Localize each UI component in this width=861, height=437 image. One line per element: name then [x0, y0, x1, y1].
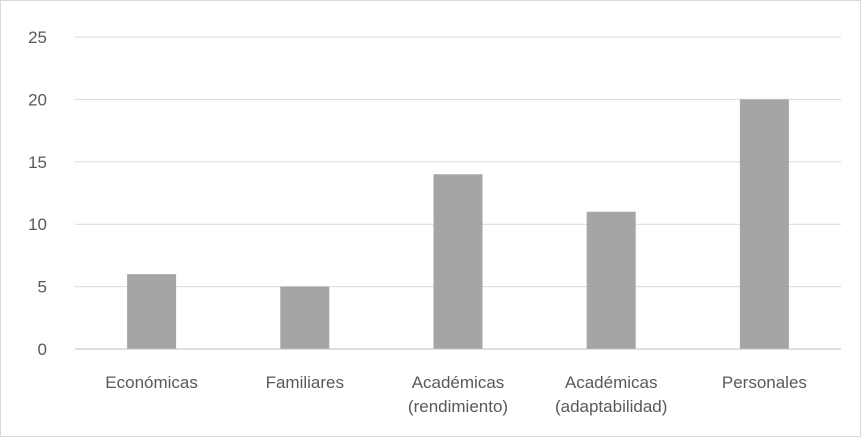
x-axis-category-labels: Económicas Familiares Académicas (rendimien… [105, 373, 807, 416]
bar-4 [739, 99, 789, 350]
x-category-label: Académicas (adaptabilidad) [555, 373, 667, 416]
x-category-label-line: Económicas [105, 373, 198, 392]
bars [127, 99, 789, 350]
x-category-label-line: Académicas [565, 373, 658, 392]
x-category-label-line: (adaptabilidad) [555, 397, 667, 416]
y-tick-label: 10 [28, 215, 47, 234]
x-category-label-line: Académicas [412, 373, 505, 392]
x-category-label: Económicas [105, 373, 198, 392]
x-category-label: Personales [722, 373, 807, 392]
x-category-label-line: (rendimiento) [408, 397, 508, 416]
x-category-label-line: Familiares [266, 373, 344, 392]
bar-0 [127, 274, 177, 349]
y-tick-label: 0 [38, 340, 47, 359]
bar-1 [280, 286, 330, 349]
x-category-label: Académicas (rendimiento) [408, 373, 508, 416]
x-category-label-line: Personales [722, 373, 807, 392]
bar-3 [586, 211, 636, 349]
y-tick-label: 15 [28, 153, 47, 172]
y-tick-label: 20 [28, 90, 47, 109]
bar-2 [433, 174, 483, 349]
x-category-label: Familiares [266, 373, 344, 392]
gridlines [75, 36, 841, 288]
y-axis-tick-labels: 0 5 10 15 20 25 [28, 28, 47, 359]
y-tick-label: 5 [38, 278, 47, 297]
y-tick-label: 25 [28, 28, 47, 47]
